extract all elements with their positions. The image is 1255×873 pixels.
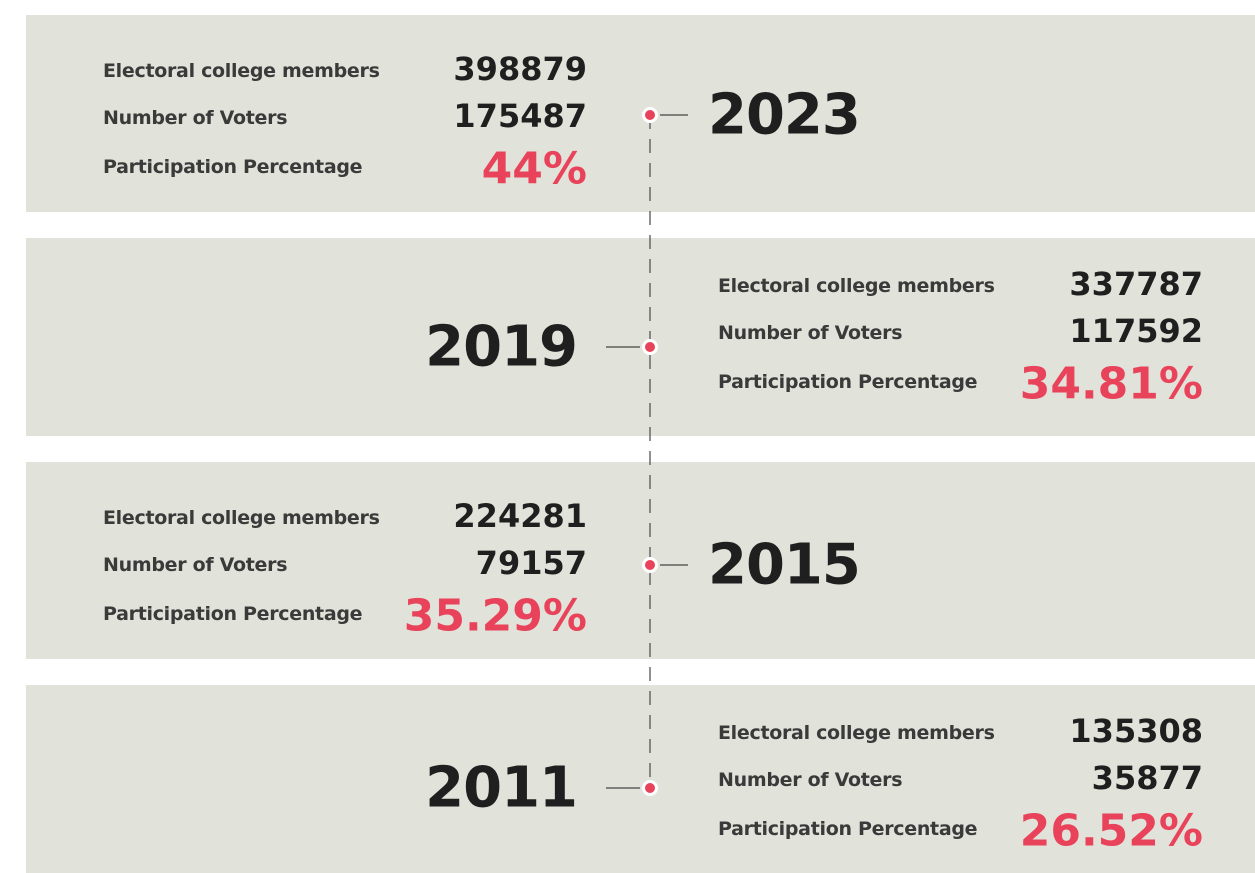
year-label: 2011 — [425, 755, 578, 821]
stat-label: Electoral college members — [103, 507, 380, 529]
stat-label: Number of Voters — [718, 322, 903, 344]
stat-label: Participation Percentage — [718, 818, 978, 840]
stat-value: 117592 — [1069, 312, 1203, 350]
year-label: 2019 — [425, 314, 578, 380]
participation-value: 44% — [481, 143, 587, 195]
year-label: 2023 — [708, 82, 861, 148]
stat-label: Electoral college members — [718, 275, 995, 297]
stat-value: 135308 — [1069, 712, 1203, 750]
timeline-dot — [642, 107, 658, 123]
entry-band — [26, 15, 1255, 212]
stat-value: 79157 — [475, 544, 587, 582]
stat-label: Number of Voters — [103, 554, 288, 576]
stat-value: 398879 — [453, 50, 587, 88]
stat-label: Electoral college members — [103, 60, 380, 82]
stat-value: 35877 — [1091, 759, 1203, 797]
participation-value: 26.52% — [1019, 805, 1203, 857]
stat-label: Participation Percentage — [103, 156, 363, 178]
stat-value: 224281 — [453, 497, 587, 535]
stat-label: Electoral college members — [718, 722, 995, 744]
stat-value: 337787 — [1069, 265, 1203, 303]
timeline-dot — [642, 780, 658, 796]
participation-value: 35.29% — [403, 590, 587, 642]
stat-label: Participation Percentage — [103, 603, 363, 625]
entry-band — [26, 238, 1255, 436]
stat-label: Number of Voters — [103, 107, 288, 129]
stat-label: Number of Voters — [718, 769, 903, 791]
participation-value: 34.81% — [1019, 358, 1203, 410]
entry-band — [26, 462, 1255, 659]
year-label: 2015 — [708, 532, 861, 598]
entry-band — [26, 685, 1255, 873]
timeline-dot — [642, 339, 658, 355]
stat-value: 175487 — [453, 97, 587, 135]
stat-label: Participation Percentage — [718, 371, 978, 393]
timeline-dot — [642, 557, 658, 573]
